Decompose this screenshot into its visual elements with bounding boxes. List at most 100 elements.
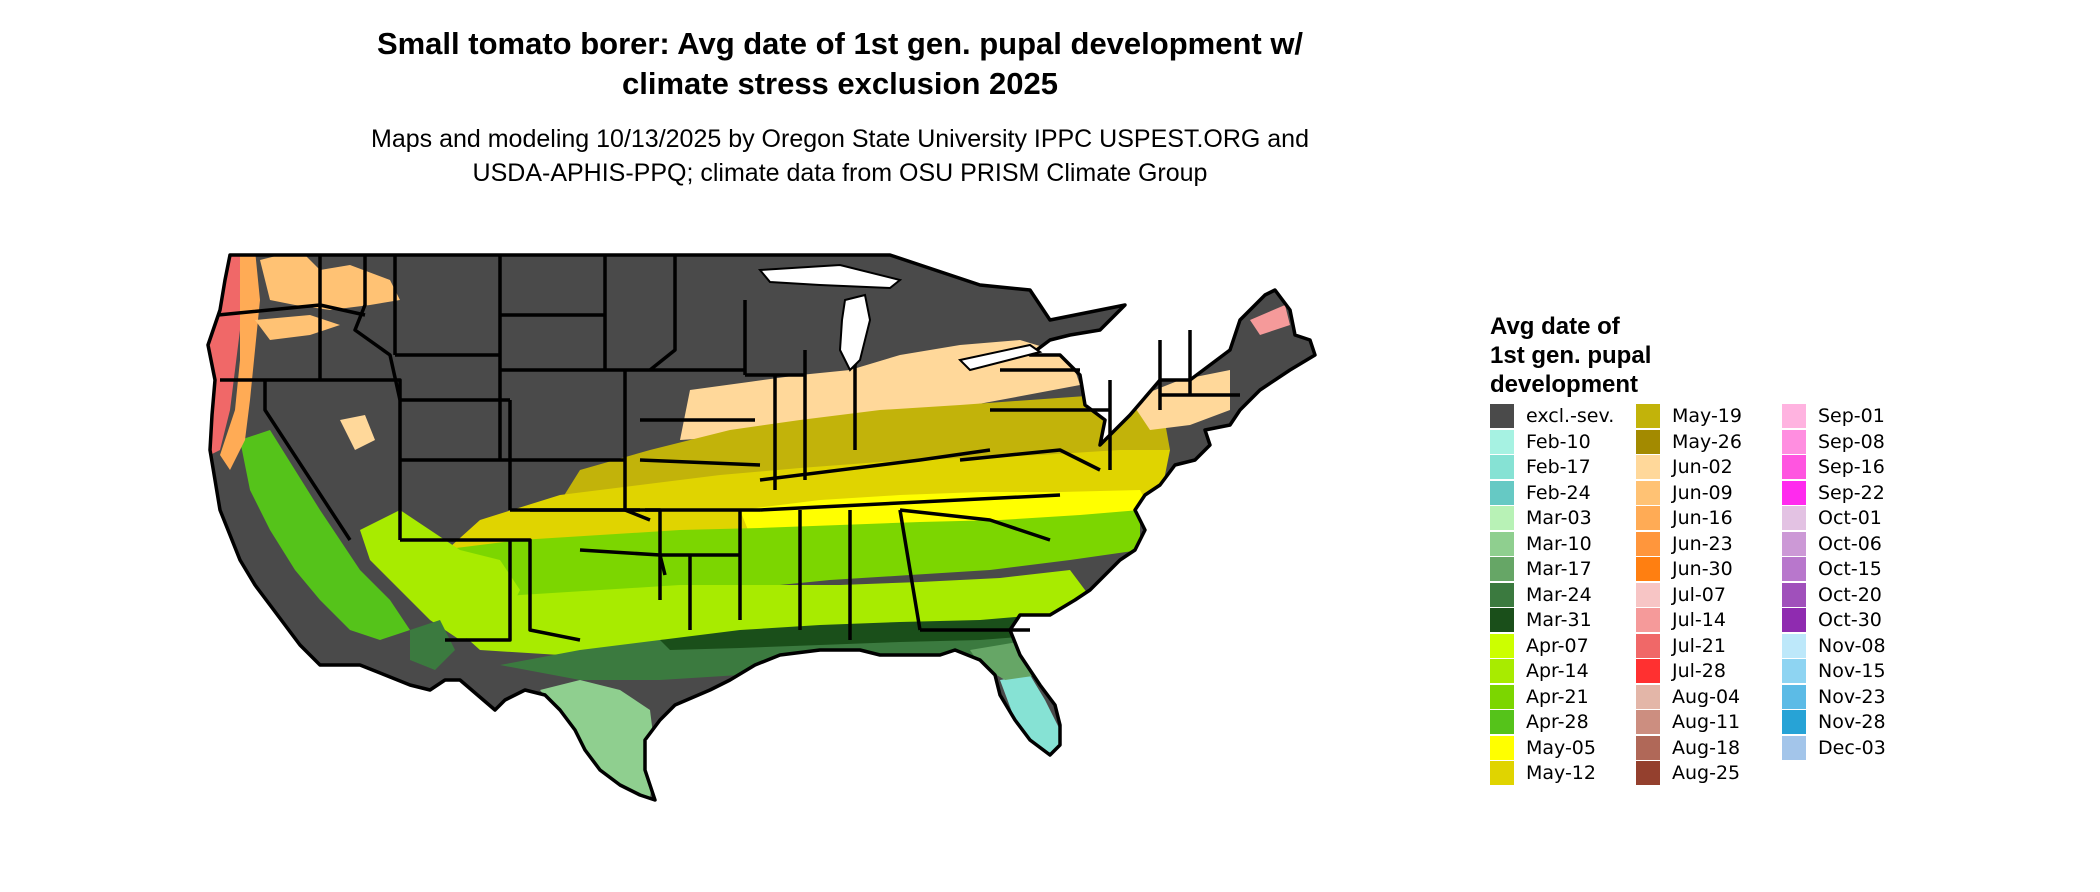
zone-apr-14-southwest — [360, 510, 520, 640]
zone-feb-17-florida — [1000, 675, 1060, 755]
legend-label: May-05 — [1526, 736, 1596, 759]
map-subtitle: Maps and modeling 10/13/2025 by Oregon S… — [200, 122, 1480, 190]
legend-label: Sep-16 — [1818, 456, 1885, 478]
legend-label: Mar-17 — [1526, 558, 1592, 580]
zone-apr-21 — [430, 510, 1140, 605]
legend-swatch — [1636, 429, 1660, 454]
zone-may-05 — [740, 490, 1150, 535]
legend-label: Jun-30 — [1672, 558, 1733, 580]
zone-apr-28-california — [240, 430, 410, 640]
legend-swatch — [1490, 455, 1514, 479]
legend-label: Aug-25 — [1672, 762, 1741, 784]
legend-label: May-26 — [1672, 430, 1742, 453]
legend-label: Oct-30 — [1818, 609, 1882, 631]
legend-label: Apr-28 — [1526, 711, 1589, 733]
legend-swatch — [1782, 404, 1806, 428]
legend-swatch — [1636, 455, 1660, 479]
legend-swatch — [1636, 710, 1660, 734]
legend-label: Jul-28 — [1672, 660, 1726, 682]
legend-label: Nov-15 — [1818, 660, 1886, 682]
map-title-line-2: climate stress exclusion 2025 — [622, 66, 1058, 101]
legend-label: Oct-20 — [1818, 583, 1882, 606]
legend-swatch — [1490, 633, 1514, 658]
map-title-line-1: Small tomato borer: Avg date of 1st gen.… — [376, 26, 1304, 61]
legend-swatch — [1782, 429, 1806, 454]
legend-label: Oct-01 — [1818, 507, 1882, 529]
legend-swatch — [1782, 455, 1806, 479]
legend-label: Sep-01 — [1818, 405, 1885, 427]
legend-swatch — [1782, 684, 1806, 709]
legend-swatch — [1490, 659, 1514, 683]
legend-swatch — [1636, 480, 1660, 505]
legend-swatch — [1782, 633, 1806, 658]
zone-may-19 — [560, 395, 1170, 502]
legend-swatch — [1636, 582, 1660, 607]
legend-label: Apr-07 — [1526, 634, 1589, 657]
legend-swatch — [1782, 710, 1806, 734]
legend-label: Jul-21 — [1672, 634, 1726, 657]
date-zones — [208, 255, 1290, 800]
legend-title-line-2: 1st gen. pupal — [1490, 342, 1652, 369]
map-subtitle-line-1: Maps and modeling 10/13/2025 by Oregon S… — [371, 125, 1309, 153]
legend-swatch — [1782, 506, 1806, 530]
legend-label: Sep-08 — [1818, 430, 1885, 453]
legend-label: Jun-23 — [1672, 532, 1733, 555]
legend-swatch — [1782, 735, 1806, 760]
legend-label: Feb-17 — [1526, 456, 1591, 478]
legend-label: Apr-21 — [1526, 685, 1589, 708]
zone-jun-02-northeast — [1130, 370, 1230, 430]
zone-mar-10-texas — [540, 680, 655, 800]
map-title: Small tomato borer: Avg date of 1st gen.… — [200, 24, 1480, 104]
legend-swatch — [1490, 761, 1514, 785]
legend-swatch — [1782, 557, 1806, 581]
zone-mar-24-arizona — [410, 620, 455, 670]
zone-jun-02-utah — [340, 415, 375, 450]
zone-jul-14-maine — [1250, 305, 1290, 335]
legend-swatch — [1636, 684, 1660, 709]
legend-swatch — [1782, 480, 1806, 505]
legend-swatch — [1782, 531, 1806, 556]
legend-label: Aug-18 — [1672, 736, 1741, 759]
legend-swatch — [1490, 608, 1514, 632]
zone-mar-31 — [660, 615, 1045, 650]
legend-title: Avg date of 1st gen. pupal development — [1490, 312, 1750, 399]
legend-swatch — [1490, 735, 1514, 760]
legend-title-line-3: development — [1490, 371, 1639, 398]
legend-swatch — [1490, 557, 1514, 581]
great-lakes — [757, 263, 1043, 372]
legend-label: Mar-10 — [1526, 532, 1592, 555]
legend-swatch — [1490, 710, 1514, 734]
legend-label: Feb-24 — [1526, 481, 1591, 504]
legend-swatch — [1782, 608, 1806, 632]
lake-superior — [757, 263, 903, 290]
us-map — [206, 253, 1317, 802]
legend-label: Oct-15 — [1818, 558, 1882, 580]
legend-label: Nov-28 — [1818, 711, 1886, 733]
legend-label: May-19 — [1672, 405, 1742, 427]
legend-title-line-1: Avg date of — [1490, 313, 1620, 340]
legend-label: Nov-23 — [1818, 685, 1886, 708]
map-subtitle-line-2: USDA-APHIS-PPQ; climate data from OSU PR… — [472, 159, 1208, 187]
legend-label: Oct-06 — [1818, 532, 1882, 555]
legend: Avg date of 1st gen. pupal development e… — [1490, 312, 2090, 812]
legend-label: Sep-22 — [1818, 481, 1885, 504]
legend-swatch — [1490, 684, 1514, 709]
legend-label: Jun-09 — [1672, 481, 1733, 504]
legend-label: Aug-11 — [1672, 711, 1741, 733]
legend-label: Apr-14 — [1526, 660, 1589, 682]
legend-label: Feb-10 — [1526, 430, 1591, 453]
legend-swatch — [1490, 506, 1514, 530]
legend-label: Jun-16 — [1672, 507, 1733, 529]
legend-label: Nov-08 — [1818, 634, 1886, 657]
legend-label: excl.-sev. — [1526, 405, 1615, 427]
zone-apr-14 — [430, 570, 1100, 655]
legend-swatch — [1636, 404, 1660, 428]
legend-swatch — [1636, 608, 1660, 632]
lake-michigan — [838, 293, 872, 372]
legend-swatch — [1490, 480, 1514, 505]
legend-swatch — [1636, 531, 1660, 556]
legend-swatch — [1636, 761, 1660, 785]
legend-label: Jun-02 — [1672, 456, 1733, 478]
legend-label: Jul-07 — [1672, 583, 1726, 606]
legend-swatch — [1490, 531, 1514, 556]
